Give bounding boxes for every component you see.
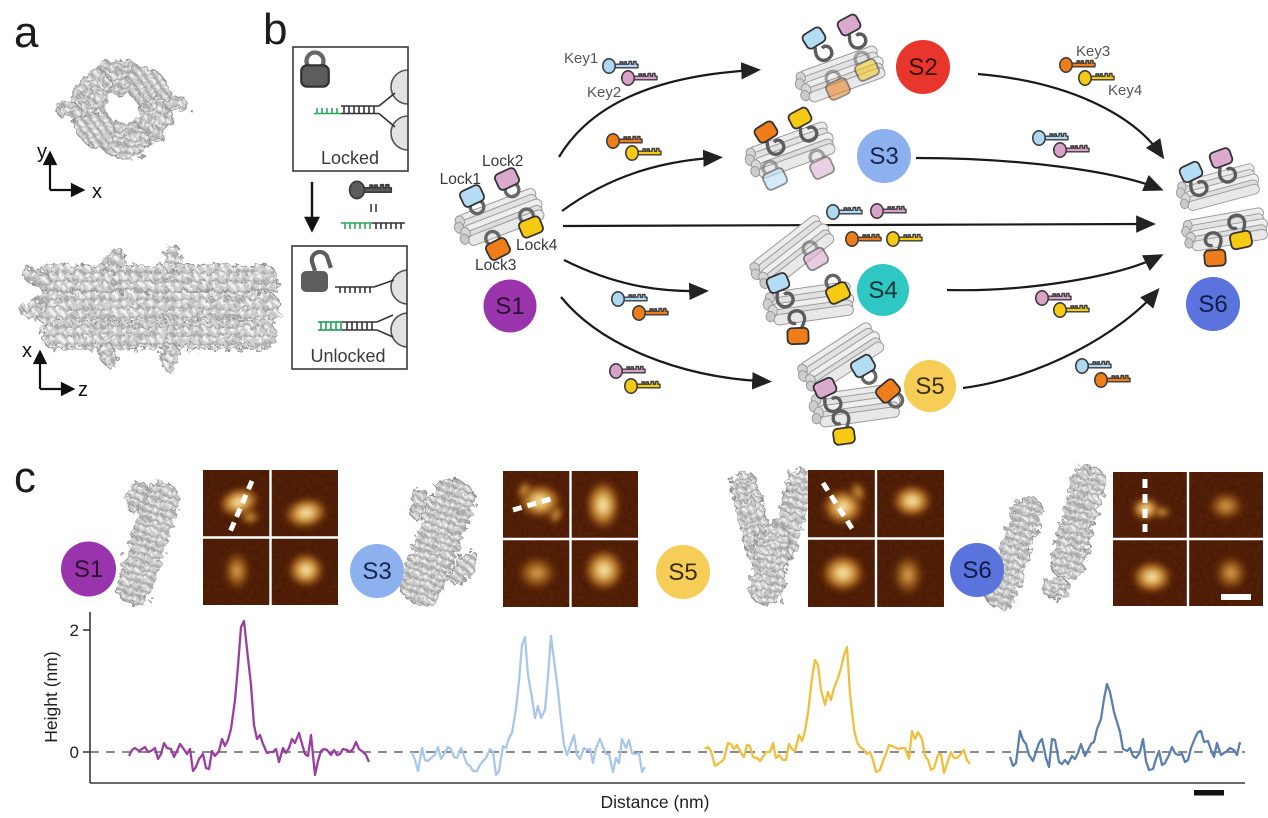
svg-text:x: x xyxy=(92,181,102,203)
svg-text:Key4: Key4 xyxy=(1108,82,1142,99)
svg-text:Lock1: Lock1 xyxy=(440,171,481,188)
svg-text:x: x xyxy=(22,340,32,362)
svg-text:Key3: Key3 xyxy=(1076,43,1110,60)
svg-text:Lock4: Lock4 xyxy=(516,237,558,254)
svg-text:Lock2: Lock2 xyxy=(482,153,523,170)
svg-text:Distance (nm): Distance (nm) xyxy=(601,792,710,812)
svg-text:S6: S6 xyxy=(1198,291,1227,318)
svg-text:S3: S3 xyxy=(362,558,391,585)
svg-text:S4: S4 xyxy=(868,277,897,304)
svg-text:0: 0 xyxy=(70,743,79,762)
svg-text:S6: S6 xyxy=(962,557,991,584)
svg-text:Locked: Locked xyxy=(321,148,379,168)
svg-text:Key1: Key1 xyxy=(564,50,598,67)
svg-text:z: z xyxy=(78,379,88,401)
svg-text:Lock3: Lock3 xyxy=(475,257,516,274)
svg-text:b: b xyxy=(263,5,287,54)
svg-text:S5: S5 xyxy=(668,559,697,586)
svg-text:S3: S3 xyxy=(869,143,898,170)
svg-text:a: a xyxy=(14,8,39,57)
svg-text:2: 2 xyxy=(70,621,79,640)
svg-text:Height (nm): Height (nm) xyxy=(41,651,61,742)
svg-text:c: c xyxy=(14,453,36,502)
svg-text:Key2: Key2 xyxy=(587,84,621,101)
svg-text:S1: S1 xyxy=(495,293,524,320)
svg-text:y: y xyxy=(37,141,47,163)
svg-text:S2: S2 xyxy=(908,54,937,81)
svg-text:Unlocked: Unlocked xyxy=(310,346,385,366)
svg-text:S1: S1 xyxy=(74,556,103,583)
svg-text:S5: S5 xyxy=(915,373,944,400)
